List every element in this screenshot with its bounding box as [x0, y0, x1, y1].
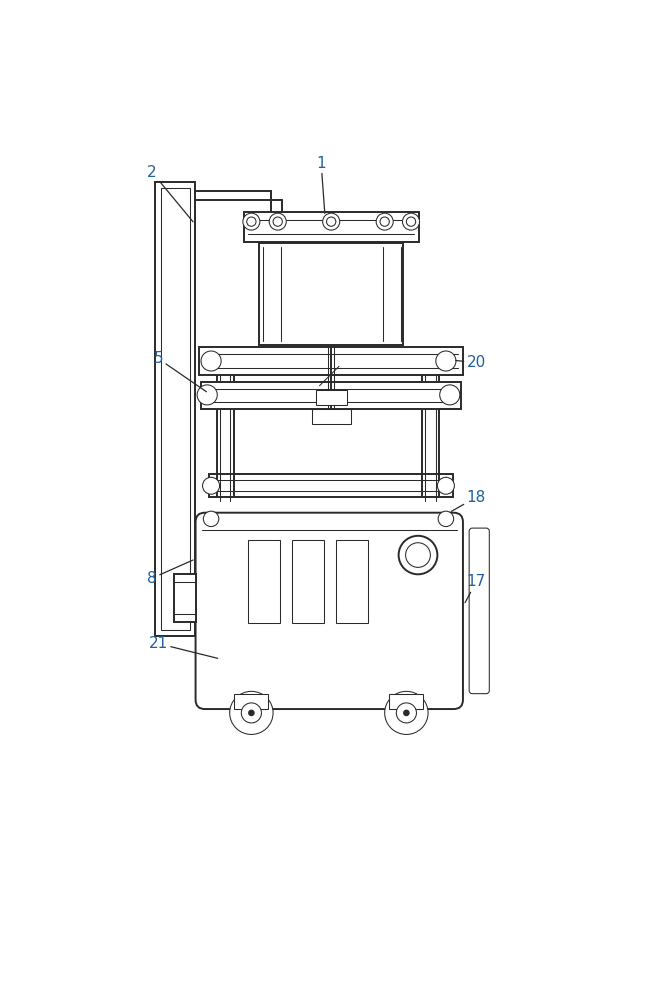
- FancyBboxPatch shape: [469, 528, 489, 694]
- Circle shape: [385, 691, 428, 734]
- Circle shape: [436, 351, 456, 371]
- Circle shape: [402, 213, 419, 230]
- Bar: [316, 389, 347, 405]
- Circle shape: [440, 385, 460, 405]
- Circle shape: [203, 477, 219, 494]
- Circle shape: [197, 385, 217, 405]
- Circle shape: [249, 711, 254, 715]
- Bar: [160, 188, 190, 630]
- Circle shape: [397, 703, 417, 723]
- Bar: [155, 182, 195, 636]
- Bar: [209, 474, 453, 497]
- Circle shape: [404, 711, 409, 715]
- Circle shape: [323, 213, 340, 230]
- Circle shape: [399, 536, 437, 574]
- Circle shape: [437, 477, 454, 494]
- Circle shape: [247, 217, 256, 226]
- Text: 5: 5: [153, 351, 206, 392]
- Bar: [389, 694, 423, 709]
- Circle shape: [269, 213, 286, 230]
- Bar: [234, 694, 269, 709]
- Text: 20: 20: [455, 355, 486, 370]
- Circle shape: [380, 217, 389, 226]
- Circle shape: [406, 543, 430, 567]
- Text: 18: 18: [452, 490, 486, 511]
- Text: 8: 8: [148, 560, 193, 586]
- Circle shape: [243, 213, 260, 230]
- Bar: [292, 540, 324, 623]
- Bar: [248, 540, 280, 623]
- Bar: [312, 409, 351, 424]
- Circle shape: [273, 217, 282, 226]
- Bar: [174, 574, 195, 622]
- Text: 17: 17: [465, 574, 486, 603]
- Circle shape: [241, 703, 261, 723]
- Text: 1: 1: [316, 156, 326, 213]
- Bar: [259, 243, 402, 345]
- Text: 2: 2: [148, 165, 193, 222]
- Circle shape: [438, 511, 454, 527]
- Bar: [199, 347, 463, 375]
- Text: 21: 21: [149, 636, 217, 658]
- FancyBboxPatch shape: [195, 513, 463, 709]
- Circle shape: [203, 511, 219, 527]
- Bar: [201, 382, 461, 409]
- Bar: [336, 540, 368, 623]
- Bar: [244, 212, 419, 242]
- Circle shape: [201, 351, 221, 371]
- Circle shape: [230, 691, 273, 734]
- Circle shape: [406, 217, 415, 226]
- Circle shape: [376, 213, 393, 230]
- Circle shape: [327, 217, 336, 226]
